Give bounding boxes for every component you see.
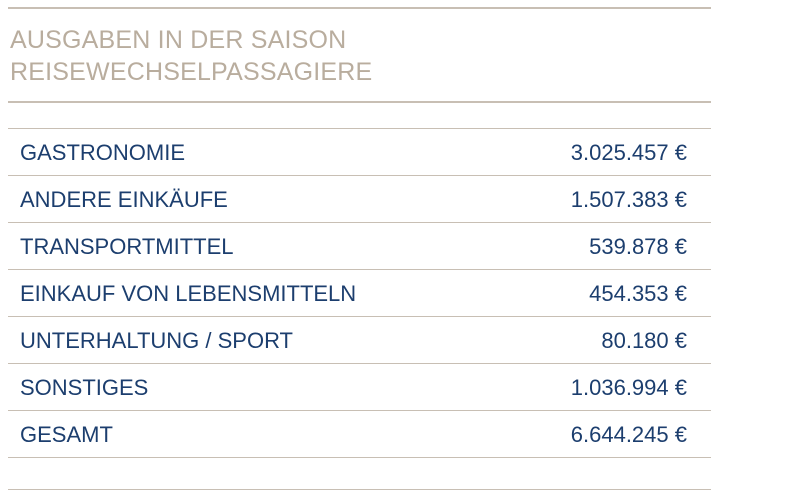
- title-divider: [8, 101, 711, 103]
- table-row: UNTERHALTUNG / SPORT 80.180 €: [8, 317, 711, 364]
- table-row: SONSTIGES 1.036.994 €: [8, 364, 711, 411]
- title-line-1: AUSGABEN IN DER SAISON: [10, 26, 347, 54]
- table-row: ANDERE EINKÄUFE 1.507.383 €: [8, 176, 711, 223]
- table-title: AUSGABEN IN DER SAISON REISEWECHSELPASSA…: [10, 24, 700, 88]
- row-value: 1.036.994 €: [570, 375, 687, 400]
- bottom-rule: [8, 489, 711, 490]
- row-label: EINKAUF VON LEBENSMITTELN: [20, 281, 357, 306]
- expense-table: GASTRONOMIE 3.025.457 € ANDERE EINKÄUFE …: [8, 128, 711, 458]
- title-line-2: REISEWECHSELPASSAGIERE: [10, 58, 373, 86]
- row-value: 3.025.457 €: [570, 140, 687, 165]
- row-label: GESAMT: [20, 422, 113, 447]
- table-row: TRANSPORTMITTEL 539.878 €: [8, 223, 711, 270]
- row-label: ANDERE EINKÄUFE: [20, 187, 228, 212]
- row-label: TRANSPORTMITTEL: [20, 234, 234, 259]
- row-value: 1.507.383 €: [570, 187, 687, 212]
- table-row: EINKAUF VON LEBENSMITTELN 454.353 €: [8, 270, 711, 317]
- top-rule: [8, 7, 711, 9]
- row-label: GASTRONOMIE: [20, 140, 186, 165]
- table-row: GASTRONOMIE 3.025.457 €: [8, 128, 711, 176]
- row-label: SONSTIGES: [20, 375, 149, 400]
- row-value: 454.353 €: [589, 281, 687, 306]
- row-label: UNTERHALTUNG / SPORT: [20, 328, 293, 353]
- row-value: 539.878 €: [589, 234, 687, 259]
- table-row-total: GESAMT 6.644.245 €: [8, 411, 711, 458]
- row-value: 6.644.245 €: [570, 422, 687, 447]
- row-value: 80.180 €: [601, 328, 687, 353]
